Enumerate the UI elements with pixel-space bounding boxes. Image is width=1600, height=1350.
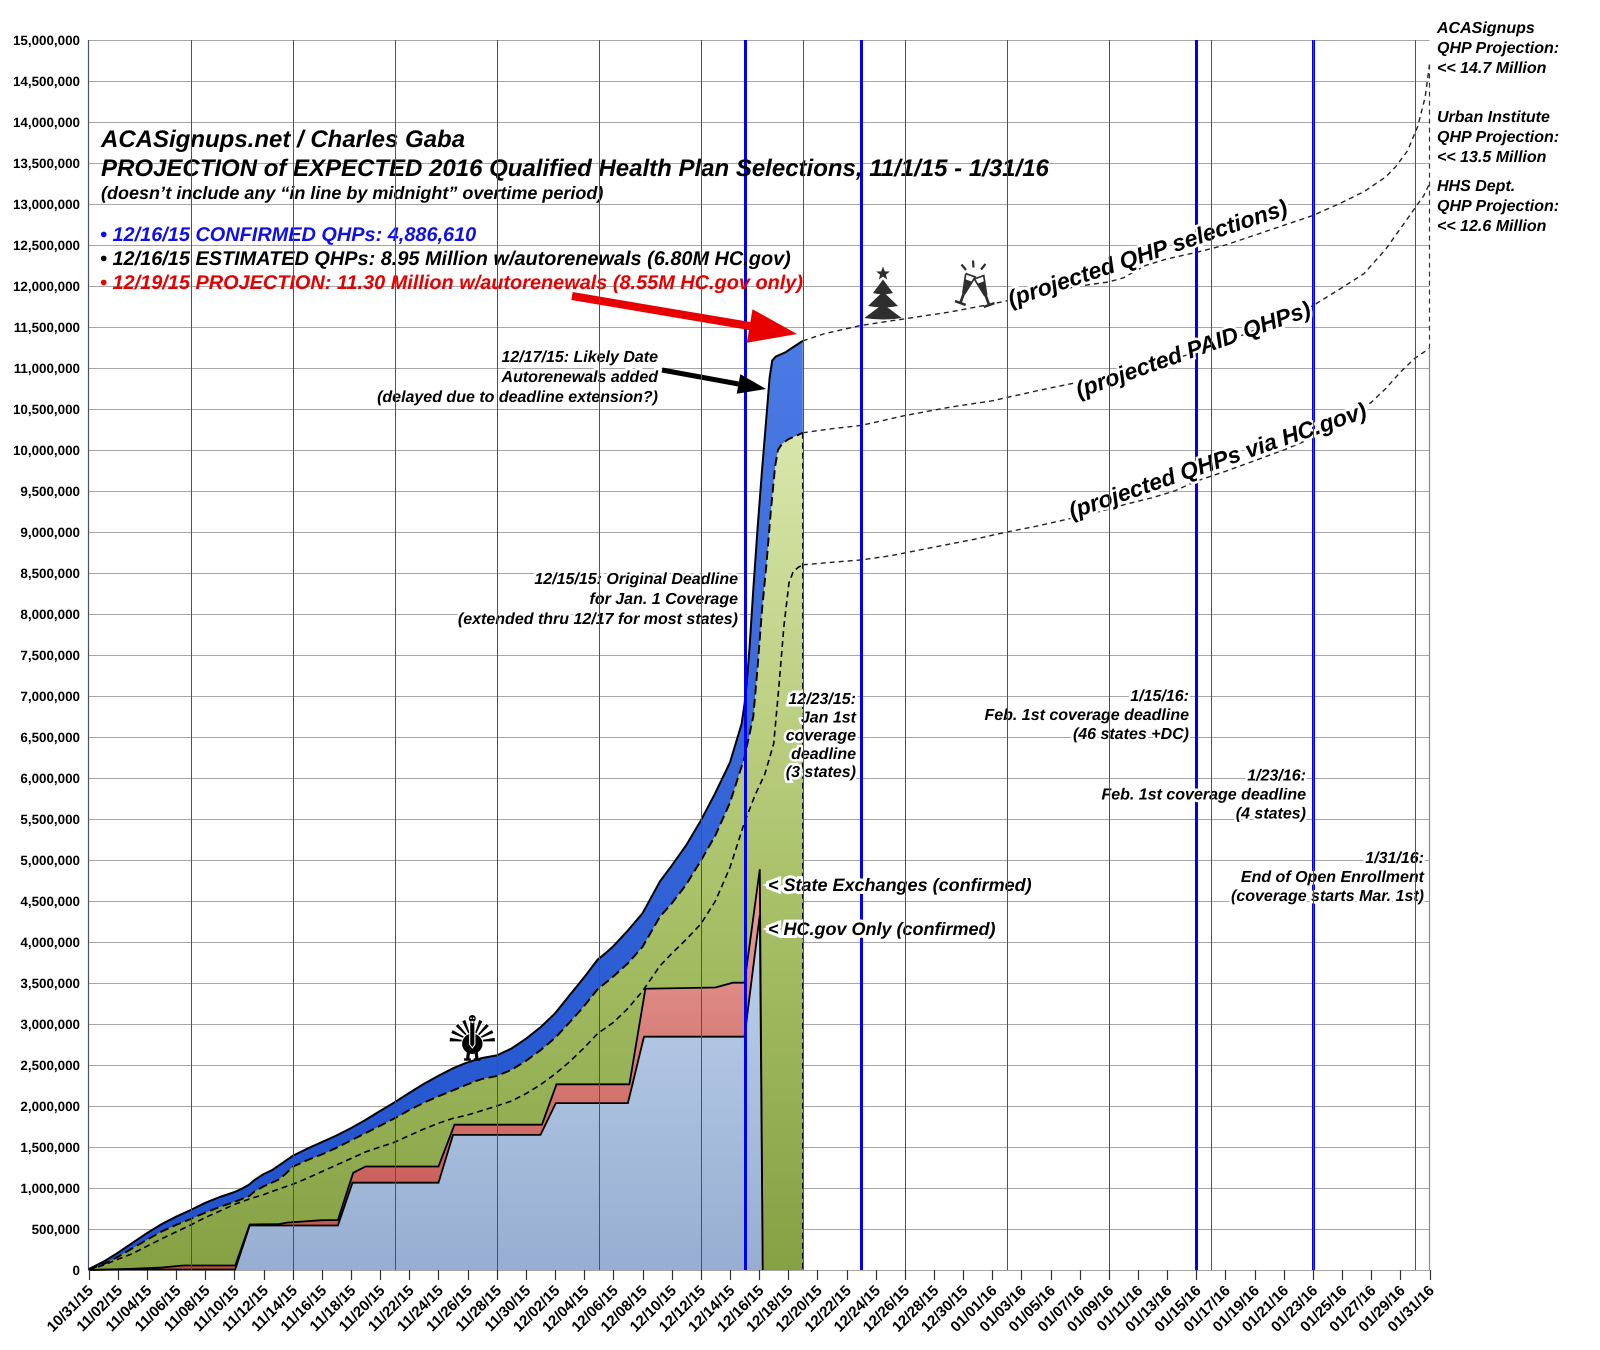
- svg-text:coverage: coverage: [786, 728, 856, 745]
- svg-text:1,000,000: 1,000,000: [20, 1181, 80, 1196]
- svg-text:15,000,000: 15,000,000: [13, 33, 80, 48]
- svg-text:14,500,000: 14,500,000: [13, 74, 80, 89]
- svg-text:(delayed due to deadline exten: (delayed due to deadline extension?): [377, 389, 658, 406]
- svg-text:12/17/15: Likely Date: 12/17/15: Likely Date: [501, 349, 658, 366]
- svg-text:Feb. 1st coverage deadline: Feb. 1st coverage deadline: [984, 707, 1189, 724]
- svg-text:6,500,000: 6,500,000: [20, 730, 80, 745]
- svg-text:Urban Institute: Urban Institute: [1437, 109, 1550, 126]
- svg-text:< HC.gov Only (confirmed): < HC.gov Only (confirmed): [768, 919, 996, 939]
- svg-text:(extended thru 12/17 for most: (extended thru 12/17 for most states): [458, 611, 738, 628]
- svg-text:1/15/16:: 1/15/16:: [1130, 688, 1189, 705]
- svg-text:• 12/16/15 ESTIMATED QHPs: 8.9: • 12/16/15 ESTIMATED QHPs: 8.95 Million …: [100, 248, 791, 270]
- svg-text:(doesn’t include any “in line: (doesn’t include any “in line by midnigh…: [101, 183, 603, 203]
- svg-text:8,000,000: 8,000,000: [20, 607, 80, 622]
- svg-text:(46 states +DC): (46 states +DC): [1073, 726, 1189, 743]
- svg-text:1/31/16:: 1/31/16:: [1365, 850, 1424, 867]
- svg-text:12/15/15: Original Deadline: 12/15/15: Original Deadline: [534, 571, 738, 588]
- svg-text:7,500,000: 7,500,000: [20, 648, 80, 663]
- svg-text:(coverage starts Mar. 1st): (coverage starts Mar. 1st): [1231, 888, 1424, 905]
- svg-text:<< 13.5 Million: << 13.5 Million: [1437, 149, 1547, 166]
- svg-text:8,500,000: 8,500,000: [20, 566, 80, 581]
- svg-text:14,000,000: 14,000,000: [13, 115, 80, 130]
- svg-text:(3 states): (3 states): [786, 764, 856, 781]
- svg-text:4,000,000: 4,000,000: [20, 935, 80, 950]
- svg-text:12,000,000: 12,000,000: [13, 279, 80, 294]
- svg-text:9,000,000: 9,000,000: [20, 525, 80, 540]
- svg-text:5,000,000: 5,000,000: [20, 853, 80, 868]
- svg-text:11,000,000: 11,000,000: [14, 361, 80, 376]
- svg-text:ACASignups.net / Charles Gaba: ACASignups.net / Charles Gaba: [100, 126, 465, 153]
- svg-text:QHP Projection:: QHP Projection:: [1437, 129, 1559, 146]
- svg-text:• 12/19/15 PROJECTION: 11.30 M: • 12/19/15 PROJECTION: 11.30 Million w/a…: [100, 272, 803, 294]
- svg-text:3,000,000: 3,000,000: [20, 1017, 80, 1032]
- svg-text:<< 12.6 Million: << 12.6 Million: [1437, 218, 1547, 235]
- svg-text:1/23/16:: 1/23/16:: [1247, 768, 1306, 785]
- svg-text:QHP Projection:: QHP Projection:: [1437, 40, 1559, 57]
- svg-text:13,500,000: 13,500,000: [13, 156, 80, 171]
- svg-text:12,500,000: 12,500,000: [13, 238, 80, 253]
- svg-text:0: 0: [73, 1263, 80, 1278]
- svg-text:HHS Dept.: HHS Dept.: [1437, 178, 1515, 195]
- svg-text:10,000,000: 10,000,000: [13, 443, 80, 458]
- svg-text:PROJECTION of EXPECTED 2016 Qu: PROJECTION of EXPECTED 2016 Qualified He…: [101, 155, 1050, 182]
- svg-text:ACASignups: ACASignups: [1436, 20, 1535, 37]
- svg-text:<< 14.7 Million: << 14.7 Million: [1437, 60, 1547, 77]
- svg-text:1,500,000: 1,500,000: [20, 1140, 80, 1155]
- svg-text:• 12/16/15 CONFIRMED QHPs: 4,8: • 12/16/15 CONFIRMED QHPs: 4,886,610: [100, 224, 476, 246]
- svg-text:500,000: 500,000: [32, 1222, 80, 1237]
- svg-text:< State Exchanges (confirmed): < State Exchanges (confirmed): [768, 875, 1032, 895]
- svg-text:Feb. 1st coverage deadline: Feb. 1st coverage deadline: [1101, 787, 1306, 804]
- svg-text:3,500,000: 3,500,000: [20, 976, 80, 991]
- svg-text:6,000,000: 6,000,000: [20, 771, 80, 786]
- svg-text:for Jan. 1 Coverage: for Jan. 1 Coverage: [590, 591, 739, 608]
- svg-text:deadline: deadline: [791, 746, 856, 763]
- svg-text:QHP Projection:: QHP Projection:: [1437, 198, 1559, 215]
- svg-text:5,500,000: 5,500,000: [20, 812, 80, 827]
- svg-text:9,500,000: 9,500,000: [20, 484, 80, 499]
- svg-text:2,000,000: 2,000,000: [20, 1099, 80, 1114]
- svg-text:13,000,000: 13,000,000: [13, 197, 80, 212]
- svg-text:7,000,000: 7,000,000: [20, 689, 80, 704]
- svg-text:10,500,000: 10,500,000: [13, 402, 80, 417]
- svg-text:12/23/15:: 12/23/15:: [788, 691, 856, 708]
- svg-text:2,500,000: 2,500,000: [20, 1058, 80, 1073]
- svg-text:4,500,000: 4,500,000: [20, 894, 80, 909]
- svg-text:(4 states): (4 states): [1236, 806, 1306, 823]
- svg-text:End of Open Enrollment: End of Open Enrollment: [1241, 869, 1425, 886]
- svg-text:11,500,000: 11,500,000: [14, 320, 80, 335]
- svg-text:Autorenewals added: Autorenewals added: [501, 369, 660, 386]
- svg-text:Jan 1st: Jan 1st: [801, 709, 857, 726]
